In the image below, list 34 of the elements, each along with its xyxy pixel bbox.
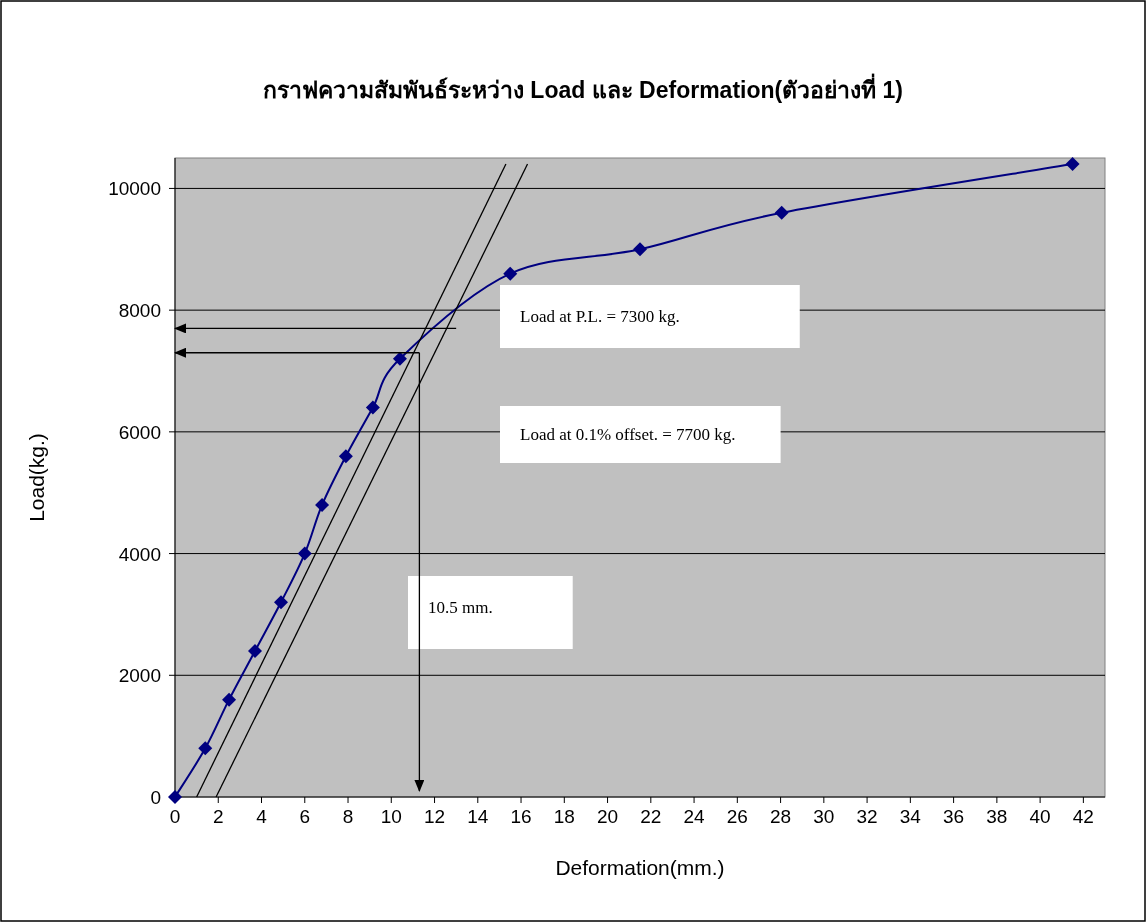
x-tick-label: 26	[726, 806, 748, 827]
x-tick-label: 8	[342, 806, 354, 827]
annotation: Load at P.L. = 7300 kg.	[520, 307, 680, 326]
x-tick-label: 22	[640, 806, 662, 827]
x-tick-label: 40	[1029, 806, 1051, 827]
x-tick-label: 24	[683, 806, 706, 827]
x-tick-label: 36	[943, 806, 965, 827]
x-tick-label: 34	[899, 806, 922, 827]
x-tick-label: 12	[423, 806, 446, 827]
x-tick-label: 4	[256, 806, 268, 827]
y-tick-label: 4000	[118, 543, 161, 565]
x-tick-label: 14	[467, 806, 489, 827]
x-tick-label: 30	[813, 806, 835, 827]
x-tick-label: 38	[986, 806, 1008, 827]
y-tick-label: 2000	[118, 665, 161, 687]
x-tick-label: 32	[856, 806, 878, 827]
x-axis-title: Deformation(mm.)	[555, 856, 725, 879]
y-tick-label: 10000	[108, 178, 161, 200]
y-tick-label: 6000	[118, 421, 161, 443]
chart-title: กราฟความสัมพันธ์ระหว่าง Load และ Deformation(ตัวอย่างที่ 1)	[262, 73, 904, 103]
annotation: 10.5 mm.	[428, 598, 493, 617]
x-tick-label: 6	[299, 806, 311, 827]
x-tick-label: 10	[380, 806, 402, 827]
x-tick-label: 20	[596, 806, 619, 827]
x-tick-label: 16	[510, 806, 532, 827]
x-tick-label: 28	[770, 806, 792, 827]
x-tick-label: 42	[1072, 806, 1094, 827]
x-tick-label: 2	[212, 806, 224, 827]
y-tick-label: 0	[150, 787, 161, 808]
x-tick-label: 18	[553, 806, 575, 827]
y-tick-label: 8000	[118, 300, 161, 322]
annotation: Load at 0.1% offset. = 7700 kg.	[520, 425, 736, 444]
y-axis-title: Load(kg.)	[25, 433, 48, 522]
x-tick-label: 0	[169, 806, 181, 827]
